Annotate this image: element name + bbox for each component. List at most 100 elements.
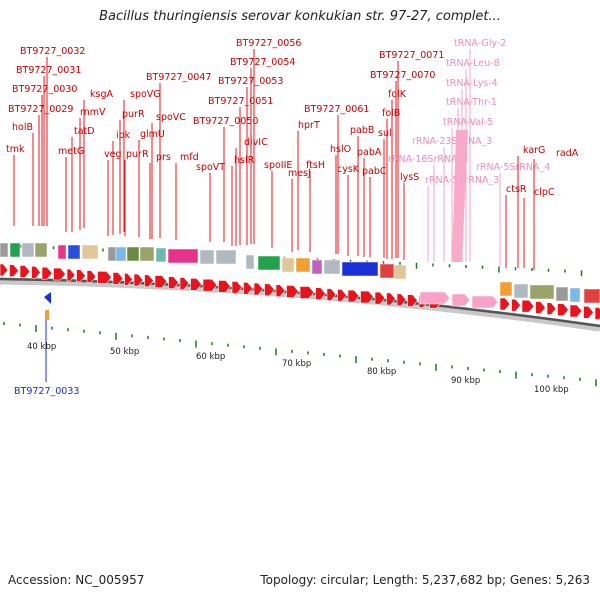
scale-tick-label: 50 kbp: [110, 347, 139, 357]
gene-label-group[interactable]: rnmV: [79, 107, 106, 230]
gene-label-group[interactable]: spoIIE: [264, 160, 292, 248]
gene-label-group[interactable]: pabC: [362, 166, 387, 257]
cog-block: [499, 281, 513, 297]
gene-label: ctsR: [506, 184, 527, 195]
gene-label-group[interactable]: tmk: [6, 144, 25, 226]
gene-label-group[interactable]: holB: [12, 122, 34, 226]
gene-label: divIC: [244, 137, 268, 148]
cds-arrow: [521, 299, 535, 313]
gene-label-group[interactable]: folB: [382, 108, 400, 259]
cds-arrow: [286, 285, 299, 298]
gene-label-group[interactable]: BT9727_0054: [230, 57, 295, 244]
gene-label-group[interactable]: ftsH: [306, 160, 325, 252]
gene-label-group[interactable]: lysS: [400, 172, 419, 260]
gene-label-group[interactable]: clpC: [523, 187, 555, 268]
rna-arrow: [451, 293, 471, 307]
gene-label-group[interactable]: hslO: [330, 144, 351, 254]
cds-arrow: [264, 283, 275, 297]
gene-label: folB: [382, 108, 400, 119]
gene-label-group[interactable]: hprT: [297, 120, 320, 250]
cog-block: [9, 242, 21, 258]
gene-label-group[interactable]: BT9727_0047: [146, 72, 211, 238]
gene-label: tatD: [74, 126, 95, 137]
cds-arrow: [583, 306, 594, 319]
gene-label-group[interactable]: cysK: [337, 164, 360, 256]
gene-label-group[interactable]: sul: [378, 128, 392, 258]
gene-label: pabA: [357, 147, 382, 158]
gene-label-group[interactable]: ipk: [112, 130, 131, 235]
gene-label-group[interactable]: BT9727_0053: [218, 76, 283, 245]
gene-label-group[interactable]: BT9727_0032: [20, 46, 85, 226]
gene-label-group[interactable]: veg: [104, 149, 122, 236]
cds-arrow: [218, 280, 231, 293]
gene-label-group[interactable]: BT9727_0031: [16, 65, 81, 226]
gene-label-group[interactable]: tatD: [71, 126, 95, 232]
cds-arrow: [0, 263, 9, 277]
gene-label-group[interactable]: radA: [533, 148, 579, 270]
gene-label-group[interactable]: BT9727_0050: [193, 116, 258, 242]
gene-label: BT9727_0029: [8, 104, 73, 115]
rna-arrow: [471, 295, 499, 309]
gene-label-group[interactable]: pabA: [357, 147, 382, 257]
highlighted-gene-group[interactable]: BT9727_0033: [14, 292, 79, 397]
page-title: Bacillus thuringiensis serovar konkukian…: [99, 9, 501, 24]
gene-label: BT9727_0031: [16, 65, 81, 76]
gene-label-group[interactable]: BT9727_0070: [370, 70, 435, 258]
gene-label: mesJ: [288, 168, 311, 179]
gene-label-group[interactable]: purR: [119, 109, 145, 234]
cog-block: [126, 246, 140, 262]
gene-label-group[interactable]: rRNA-16SrRNA_3: [388, 154, 468, 262]
gene-label-group[interactable]: pabB: [350, 125, 374, 256]
gene-label-group[interactable]: spoVC: [151, 112, 186, 239]
gene-label: tRNA-Val-5: [443, 117, 493, 128]
gene-label-group[interactable]: mfd: [175, 152, 199, 240]
gene-label-group[interactable]: BT9727_0051: [208, 96, 273, 245]
cds-arrow: [374, 291, 386, 305]
cds-arrow: [66, 268, 76, 282]
gene-label-group[interactable]: BT9727_0029: [8, 104, 73, 226]
gene-label-group[interactable]: BT9727_0030: [12, 84, 77, 226]
gene-label: spoVC: [156, 112, 186, 123]
cog-block: [57, 244, 67, 260]
gene-label-group[interactable]: hslR: [231, 155, 255, 246]
gene-label-group[interactable]: karG: [517, 145, 545, 268]
gene-label-group[interactable]: BT9727_0061: [304, 104, 369, 254]
cds-arrow: [347, 289, 360, 303]
gene-label-group[interactable]: spoVT: [196, 162, 225, 242]
gene-label: BT9727_0056: [236, 38, 301, 49]
gene-label-group[interactable]: metG: [58, 146, 84, 232]
scale-tick-label: 80 kbp: [367, 367, 396, 377]
gene-label-group[interactable]: folK: [388, 89, 407, 259]
gene-label-group[interactable]: divIC: [235, 137, 268, 246]
gene-label: lysS: [400, 172, 419, 183]
gene-label: BT9727_0071: [379, 50, 444, 61]
cds-arrow: [535, 301, 546, 314]
gene-label-group[interactable]: ksgA: [83, 89, 113, 228]
gene-label-group[interactable]: tRNA-Val-5: [443, 117, 493, 262]
gene-label: tRNA-Leu-8: [446, 58, 500, 69]
cog-block: [0, 242, 9, 258]
cog-block: [583, 288, 600, 304]
gene-label: spoVT: [196, 162, 225, 173]
cog-block: [245, 254, 255, 270]
gene-label-group[interactable]: BT9727_0071: [379, 50, 444, 258]
cog-block: [555, 286, 569, 302]
scale-tick-label: 90 kbp: [451, 376, 480, 386]
cog-block: [215, 249, 237, 265]
cog-block: [311, 259, 323, 275]
gene-label-group[interactable]: rRNA-23SrRNA_3: [412, 136, 492, 262]
gene-label-group[interactable]: prs: [149, 152, 171, 239]
cog-block: [199, 249, 215, 265]
gene-label-group[interactable]: rRNA-5SrRNA_4: [476, 162, 550, 266]
gene-label-group[interactable]: BT9727_0056: [236, 38, 301, 244]
cds-arrow: [9, 264, 19, 278]
gene-label-group[interactable]: purR: [124, 149, 149, 236]
gene-label-group[interactable]: tRNA-Gly-2: [454, 38, 506, 262]
highlight-block: [45, 310, 49, 320]
gene-label-group[interactable]: spoVG: [123, 89, 161, 232]
gene-label-group[interactable]: mesJ: [288, 168, 311, 252]
cds-arrow: [546, 302, 557, 315]
cds-arrow: [168, 276, 179, 289]
gene-label-group[interactable]: ctsR: [505, 184, 527, 268]
